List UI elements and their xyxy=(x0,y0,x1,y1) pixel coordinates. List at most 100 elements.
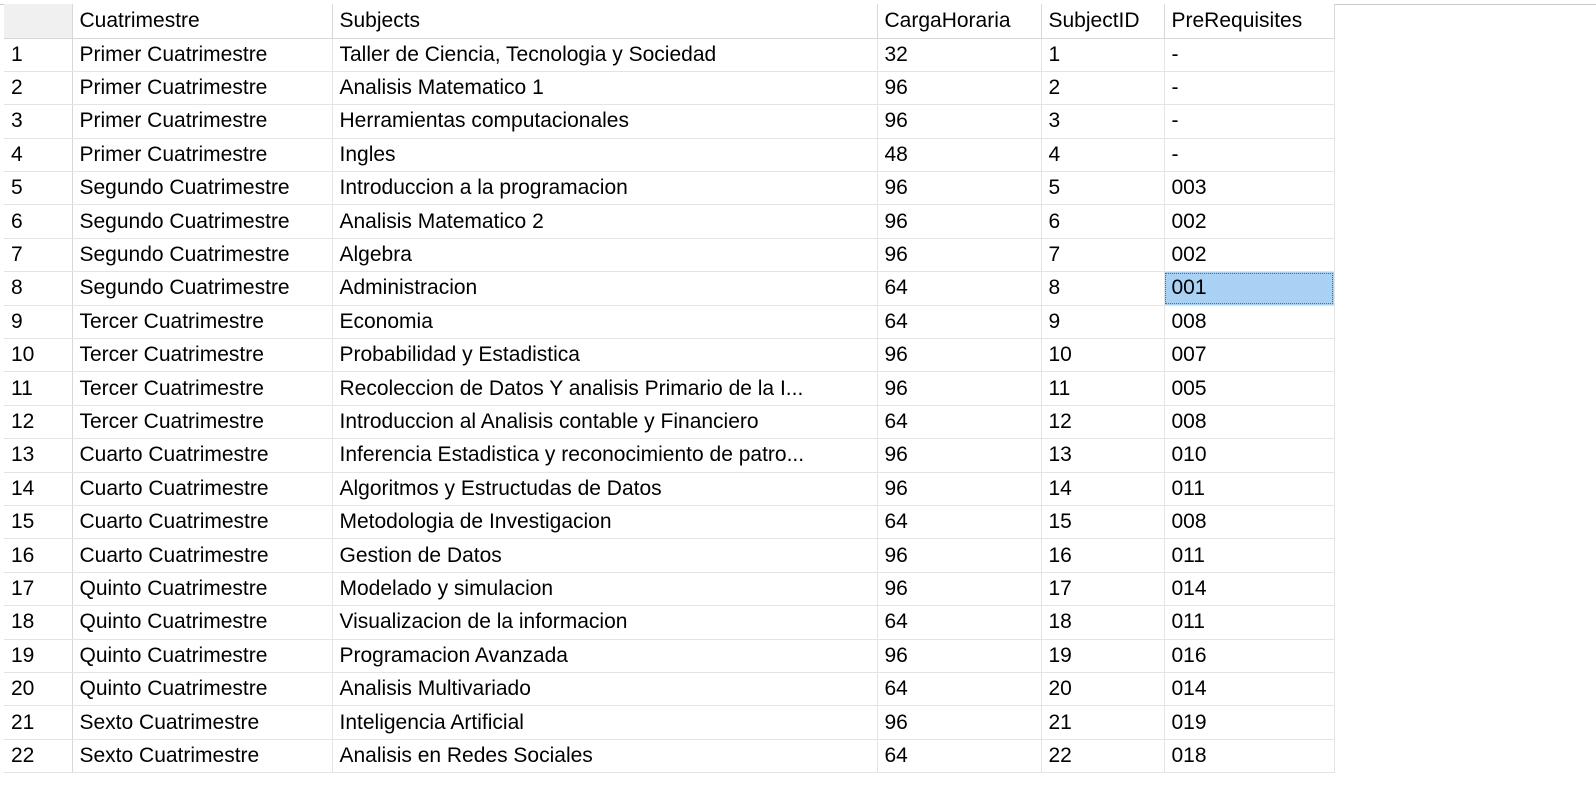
row-number[interactable]: 7 xyxy=(4,238,73,273)
cell-subject[interactable]: Metodologia de Investigacion xyxy=(332,505,878,540)
cell-cargahoraria[interactable]: 96 xyxy=(877,572,1042,607)
column-header-prerequisites[interactable]: PreRequisites xyxy=(1164,4,1335,39)
cell-cuatrimestre[interactable]: Primer Cuatrimestre xyxy=(72,38,333,72)
cell-subject[interactable]: Inferencia Estadistica y reconocimiento … xyxy=(332,438,878,473)
row-number[interactable]: 17 xyxy=(4,572,73,607)
cell-cargahoraria[interactable]: 96 xyxy=(877,171,1042,206)
row-number[interactable]: 15 xyxy=(4,505,73,540)
results-grid[interactable]: Cuatrimestre Subjects CargaHoraria Subje… xyxy=(4,4,1596,786)
column-header-subjectid[interactable]: SubjectID xyxy=(1041,4,1165,39)
cell-cargahoraria[interactable]: 64 xyxy=(877,271,1042,306)
cell-prerequisites[interactable]: - xyxy=(1164,104,1335,139)
cell-subject[interactable]: Algebra xyxy=(332,238,878,273)
cell-subjectid[interactable]: 1 xyxy=(1041,38,1165,72)
column-header-subjects[interactable]: Subjects xyxy=(332,4,878,39)
cell-cargahoraria[interactable]: 96 xyxy=(877,104,1042,139)
cell-cargahoraria[interactable]: 64 xyxy=(877,739,1042,774)
cell-cargahoraria[interactable]: 96 xyxy=(877,238,1042,273)
cell-cuatrimestre[interactable]: Sexto Cuatrimestre xyxy=(72,739,333,774)
row-number[interactable]: 13 xyxy=(4,438,73,473)
cell-cuatrimestre[interactable]: Primer Cuatrimestre xyxy=(72,138,333,173)
cell-prerequisites[interactable]: 003 xyxy=(1164,171,1335,206)
cell-subjectid[interactable]: 8 xyxy=(1041,271,1165,306)
cell-subjectid[interactable]: 21 xyxy=(1041,705,1165,740)
cell-prerequisites[interactable]: - xyxy=(1164,138,1335,173)
cell-cuatrimestre[interactable]: Primer Cuatrimestre xyxy=(72,104,333,139)
table-row[interactable]: 13 Cuarto Cuatrimestre Inferencia Estadist… xyxy=(4,438,1335,473)
table-row[interactable]: 18 Quinto Cuatrimestre Visualizacion de la… xyxy=(4,605,1335,640)
cell-prerequisites[interactable]: - xyxy=(1164,71,1335,106)
table-row[interactable]: 21 Sexto Cuatrimestre Inteligencia Artific… xyxy=(4,705,1335,740)
cell-prerequisites[interactable]: 008 xyxy=(1164,405,1335,440)
cell-prerequisites[interactable]: 002 xyxy=(1164,204,1335,239)
cell-prerequisites[interactable]: 005 xyxy=(1164,371,1335,406)
cell-subjectid[interactable]: 14 xyxy=(1041,472,1165,506)
cell-cuatrimestre[interactable]: Tercer Cuatrimestre xyxy=(72,371,333,406)
table-row[interactable]: 15 Cuarto Cuatrimestre Metodologia de Inve… xyxy=(4,505,1335,540)
cell-subjectid[interactable]: 11 xyxy=(1041,371,1165,406)
cell-subject[interactable]: Introduccion al Analisis contable y Fina… xyxy=(332,405,878,440)
cell-cuatrimestre[interactable]: Cuarto Cuatrimestre xyxy=(72,538,333,573)
cell-subject[interactable]: Gestion de Datos xyxy=(332,538,878,573)
cell-subjectid[interactable]: 3 xyxy=(1041,104,1165,139)
cell-cuatrimestre[interactable]: Segundo Cuatrimestre xyxy=(72,271,333,306)
table-row[interactable]: 17 Quinto Cuatrimestre Modelado y simulaci… xyxy=(4,572,1335,607)
table-row[interactable]: 16 Cuarto Cuatrimestre Gestion de Datos 96 1… xyxy=(4,538,1335,573)
row-number[interactable]: 19 xyxy=(4,639,73,673)
row-number[interactable]: 5 xyxy=(4,171,73,206)
cell-subjectid[interactable]: 17 xyxy=(1041,572,1165,607)
cell-cargahoraria[interactable]: 64 xyxy=(877,605,1042,640)
cell-prerequisites[interactable]: 008 xyxy=(1164,305,1335,340)
cell-subjectid[interactable]: 20 xyxy=(1041,672,1165,707)
cell-subjectid[interactable]: 9 xyxy=(1041,305,1165,340)
column-header-cuatrimestre[interactable]: Cuatrimestre xyxy=(72,4,333,39)
row-number[interactable]: 9 xyxy=(4,305,73,340)
table-row[interactable]: 9 Tercer Cuatrimestre Economia 64 9 008 xyxy=(4,305,1335,340)
row-number[interactable]: 20 xyxy=(4,672,73,707)
cell-cuatrimestre[interactable]: Tercer Cuatrimestre xyxy=(72,305,333,340)
row-number[interactable]: 2 xyxy=(4,71,73,106)
cell-prerequisites-selected[interactable]: 001 xyxy=(1164,271,1335,306)
cell-cuatrimestre[interactable]: Tercer Cuatrimestre xyxy=(72,405,333,440)
cell-cuatrimestre[interactable]: Quinto Cuatrimestre xyxy=(72,572,333,607)
cell-cuatrimestre[interactable]: Quinto Cuatrimestre xyxy=(72,605,333,640)
cell-subject[interactable]: Introduccion a la programacion xyxy=(332,171,878,206)
cell-subject[interactable]: Analisis Matematico 2 xyxy=(332,204,878,239)
cell-prerequisites[interactable]: 007 xyxy=(1164,338,1335,373)
row-number[interactable]: 18 xyxy=(4,605,73,640)
cell-subject[interactable]: Recoleccion de Datos Y analisis Primario… xyxy=(332,371,878,406)
row-number[interactable]: 22 xyxy=(4,739,73,774)
cell-cargahoraria[interactable]: 96 xyxy=(877,338,1042,373)
cell-subjectid[interactable]: 6 xyxy=(1041,204,1165,239)
cell-cuatrimestre[interactable]: Tercer Cuatrimestre xyxy=(72,338,333,373)
cell-subjectid[interactable]: 16 xyxy=(1041,538,1165,573)
cell-prerequisites[interactable]: 008 xyxy=(1164,505,1335,540)
cell-subjectid[interactable]: 4 xyxy=(1041,138,1165,173)
table-row[interactable]: 3 Primer Cuatrimestre Herramientas computa… xyxy=(4,104,1335,139)
cell-cargahoraria[interactable]: 64 xyxy=(877,305,1042,340)
table-row[interactable]: 19 Quinto Cuatrimestre Programacion Avanza… xyxy=(4,639,1335,673)
cell-subject[interactable]: Herramientas computacionales xyxy=(332,104,878,139)
cell-cuatrimestre[interactable]: Primer Cuatrimestre xyxy=(72,71,333,106)
row-number[interactable]: 16 xyxy=(4,538,73,573)
cell-cargahoraria[interactable]: 96 xyxy=(877,705,1042,740)
cell-cuatrimestre[interactable]: Segundo Cuatrimestre xyxy=(72,171,333,206)
row-number[interactable]: 3 xyxy=(4,104,73,139)
cell-cargahoraria[interactable]: 32 xyxy=(877,38,1042,72)
cell-prerequisites[interactable]: 016 xyxy=(1164,639,1335,673)
cell-cargahoraria[interactable]: 96 xyxy=(877,438,1042,473)
cell-subjectid[interactable]: 5 xyxy=(1041,171,1165,206)
cell-cargahoraria[interactable]: 96 xyxy=(877,204,1042,239)
cell-cargahoraria[interactable]: 96 xyxy=(877,472,1042,506)
column-header-cargahoraria[interactable]: CargaHoraria xyxy=(877,4,1042,39)
cell-cuatrimestre[interactable]: Sexto Cuatrimestre xyxy=(72,705,333,740)
cell-cuatrimestre[interactable]: Segundo Cuatrimestre xyxy=(72,238,333,273)
cell-subject[interactable]: Programacion Avanzada xyxy=(332,639,878,673)
cell-subjectid[interactable]: 15 xyxy=(1041,505,1165,540)
table-row[interactable]: 11 Tercer Cuatrimestre Recoleccion de Dato… xyxy=(4,371,1335,406)
cell-cuatrimestre[interactable]: Quinto Cuatrimestre xyxy=(72,672,333,707)
cell-prerequisites[interactable]: - xyxy=(1164,38,1335,72)
table-row[interactable]: 4 Primer Cuatrimestre Ingles 48 4- xyxy=(4,138,1335,173)
cell-prerequisites[interactable]: 011 xyxy=(1164,538,1335,573)
cell-cuatrimestre[interactable]: Cuarto Cuatrimestre xyxy=(72,472,333,506)
